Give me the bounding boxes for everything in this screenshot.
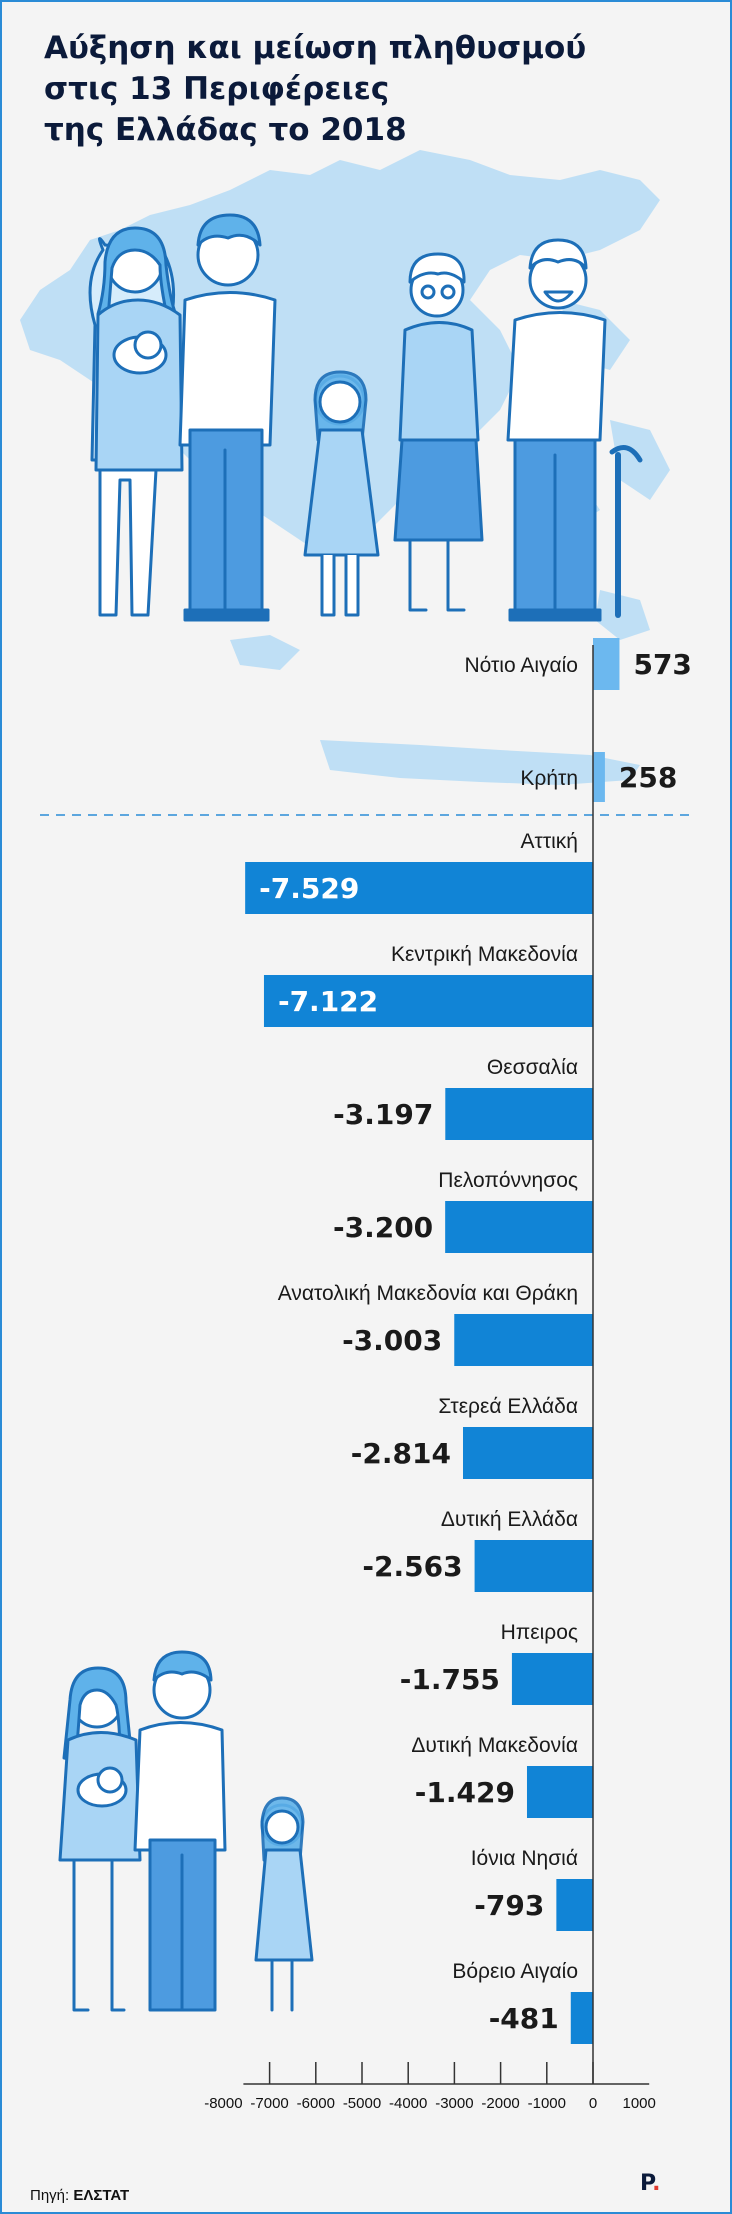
value-label: -481 <box>489 2002 559 2035</box>
x-tick-label: -4000 <box>389 2095 427 2112</box>
bars-layer <box>245 638 620 2044</box>
x-tick-label: -2000 <box>481 2095 519 2112</box>
category-label: Κρήτη <box>520 767 578 790</box>
source-note: Πηγή: ΕΛΣΤΑΤ <box>30 2187 129 2204</box>
category-label: Ανατολική Μακεδονία και Θράκη <box>278 1282 578 1305</box>
grandfather-figure <box>506 238 643 622</box>
father-figure <box>178 213 277 622</box>
bar-region-11 <box>556 1879 593 1931</box>
category-label: Αττική <box>521 830 578 853</box>
category-label: Πελοπόννησος <box>438 1169 578 1192</box>
category-label: Ηπειρος <box>501 1621 578 1644</box>
value-label: -3.200 <box>333 1211 433 1244</box>
x-tick-label: -6000 <box>297 2095 335 2112</box>
source-label: Πηγή: <box>30 2187 70 2204</box>
value-label: -3.003 <box>342 1324 442 1357</box>
category-label: Θεσσαλία <box>487 1056 578 1079</box>
chart-title: Αύξηση και μείωση πληθυσμού στις 13 Περι… <box>44 30 587 148</box>
x-tick-label: -5000 <box>343 2095 381 2112</box>
value-label: -7.529 <box>259 872 359 905</box>
bar-region-4 <box>445 1088 593 1140</box>
grandmother-figure <box>393 252 484 612</box>
bottom-girl-figure <box>254 1796 314 2012</box>
value-label: -1.755 <box>400 1663 500 1696</box>
category-label: Δυτική Ελλάδα <box>441 1508 578 1531</box>
logo-letter: P <box>640 2171 653 2196</box>
category-label: Βόρειο Αιγαίο <box>452 1960 578 1983</box>
bar-region-10 <box>526 1766 593 1818</box>
bar-region-9 <box>511 1653 593 1705</box>
bar-region-8 <box>474 1540 593 1592</box>
bar-region-5 <box>445 1201 593 1253</box>
x-tick-label: 0 <box>589 2095 597 2112</box>
value-label: -2.563 <box>362 1550 462 1583</box>
bar-region-3 <box>263 975 593 1027</box>
bar-region-6 <box>454 1314 593 1366</box>
category-label: Νότιο Αιγαίο <box>464 654 578 677</box>
x-tick-label: 1000 <box>623 2095 656 2112</box>
publisher-logo: P. <box>640 2171 660 2196</box>
x-tick-label: -8000 <box>204 2095 242 2112</box>
value-label: -3.197 <box>333 1098 433 1131</box>
category-label: Δυτική Μακεδονία <box>411 1734 578 1757</box>
x-tick-label: -3000 <box>435 2095 473 2112</box>
bar-region-2 <box>245 862 593 914</box>
value-label: -2.814 <box>351 1437 451 1470</box>
bar-region-12 <box>570 1992 593 2044</box>
bottom-mother-with-baby-figure <box>58 1666 142 2012</box>
category-label: Ιόνια Νησιά <box>471 1847 578 1870</box>
value-label: -7.122 <box>278 985 378 1018</box>
value-label: 258 <box>619 761 677 794</box>
category-label: Στερεά Ελλάδα <box>438 1395 578 1418</box>
bar-region-1 <box>593 752 605 802</box>
girl-figure <box>303 370 380 617</box>
labels-layer: Νότιο Αιγαίο 573 Κρήτη 258 Αττική -7.529 Κεντρ… <box>259 648 692 2035</box>
bottom-father-figure <box>133 1650 227 2012</box>
mother-with-baby-figure <box>88 226 184 617</box>
x-axis: -8000 -7000 -6000 -5000 -4000 -3000 -2000 -1000… <box>40 645 690 2112</box>
bar-region-0 <box>593 638 620 690</box>
bar-region-7 <box>462 1427 593 1479</box>
x-tick-label: -7000 <box>250 2095 288 2112</box>
value-label: 573 <box>633 648 691 681</box>
category-label: Κεντρική Μακεδονία <box>391 943 578 966</box>
value-label: -1.429 <box>415 1776 515 1809</box>
value-label: -793 <box>474 1889 544 1922</box>
source-value: ΕΛΣΤΑΤ <box>73 2187 130 2204</box>
logo-dot: . <box>652 2171 661 2196</box>
x-tick-label: -1000 <box>528 2095 566 2112</box>
